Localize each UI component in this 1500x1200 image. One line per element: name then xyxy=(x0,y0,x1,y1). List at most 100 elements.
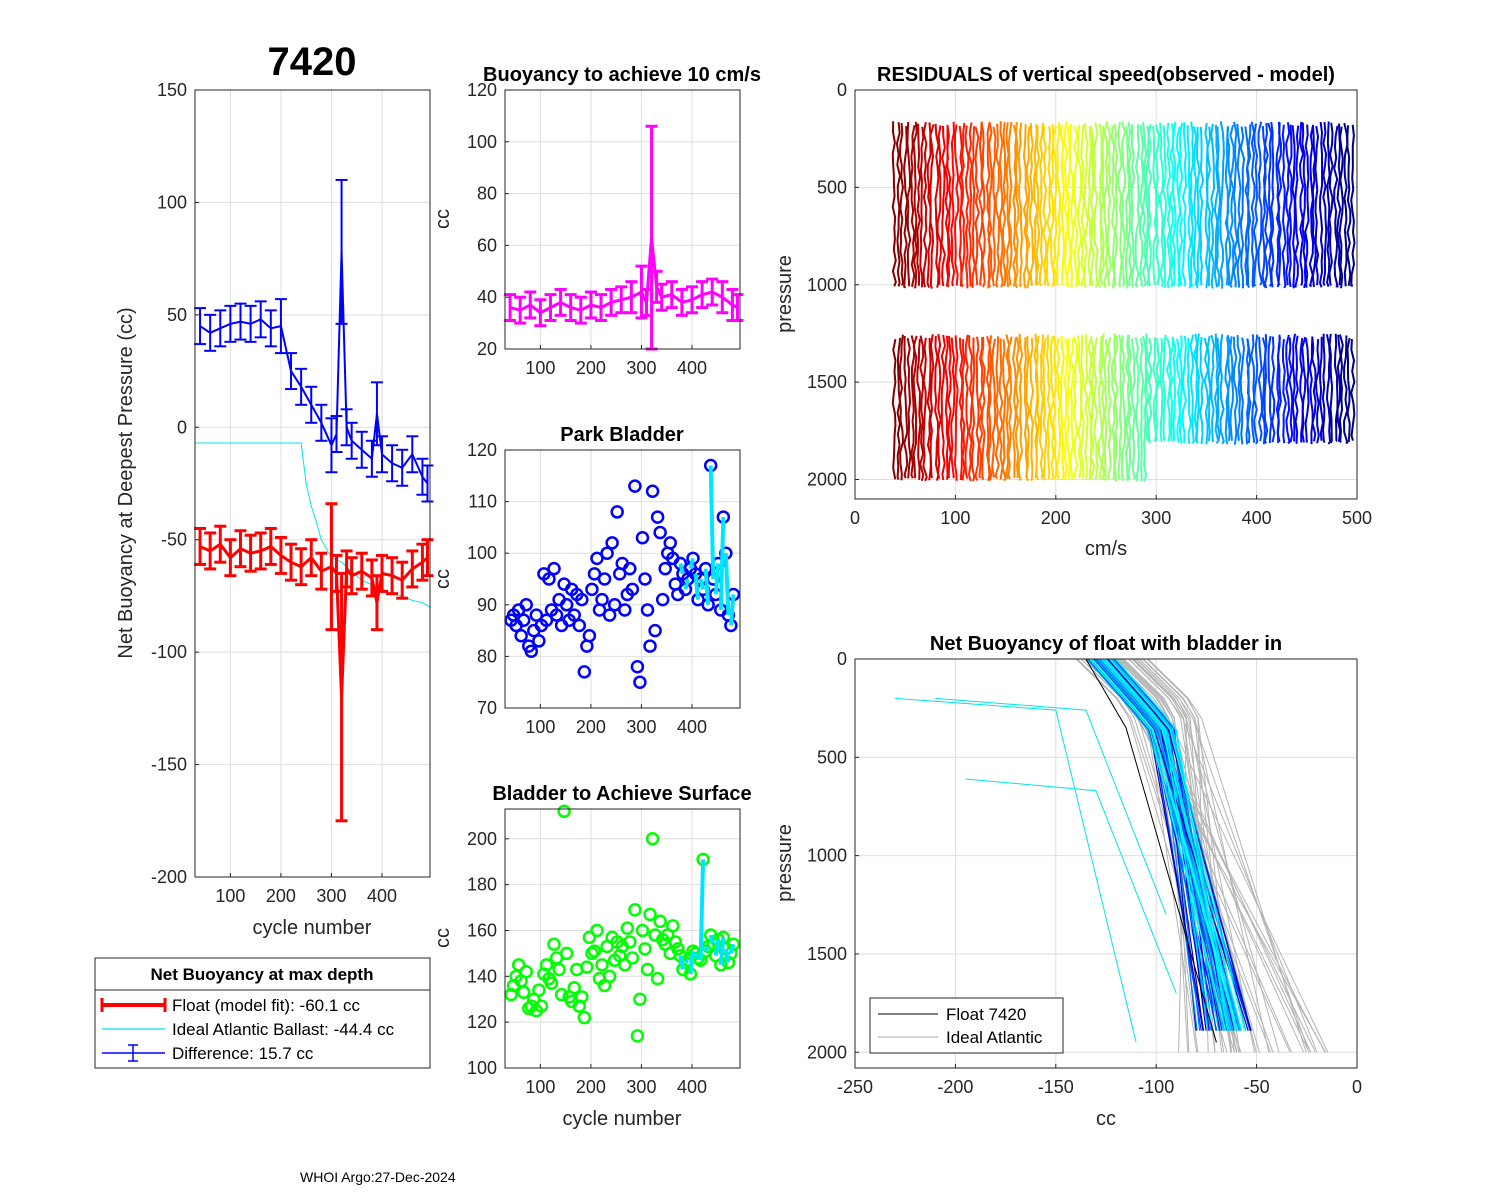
residual-profile xyxy=(1350,124,1356,287)
residual-profile xyxy=(1338,126,1344,289)
park-bladder-point xyxy=(514,629,528,643)
y-tick-label: 140 xyxy=(467,966,497,986)
residual-profile xyxy=(934,335,940,481)
float-model-fit-errorbar xyxy=(224,538,237,578)
park-bladder-point xyxy=(650,510,665,524)
residual-profile xyxy=(1093,337,1099,481)
difference-errorbar xyxy=(285,352,298,391)
residual-profile xyxy=(1106,337,1112,480)
y-tick-label: -50 xyxy=(161,530,187,550)
difference-errorbar xyxy=(340,408,353,447)
bladder-surface-point xyxy=(635,923,650,938)
profile-ylabel: pressure xyxy=(774,824,796,902)
park-bladder-point xyxy=(577,665,592,679)
buoyancy-10cms-errorbar xyxy=(514,295,527,325)
ideal-profile xyxy=(1132,658,1280,1053)
y-tick-label: 110 xyxy=(468,492,497,512)
residual-profile xyxy=(1219,121,1225,289)
residual-profile xyxy=(1281,339,1287,444)
residual-profile xyxy=(1139,337,1145,482)
float-model-fit-errorbar xyxy=(234,529,247,569)
residual-profile xyxy=(1042,126,1048,286)
residual-profile xyxy=(1294,335,1299,444)
residual-profile xyxy=(1159,122,1165,288)
residual-profile xyxy=(1216,337,1221,442)
residual-profile xyxy=(1318,121,1324,288)
park-bladder-point xyxy=(653,525,667,540)
legend-title: Net Buoyancy at max depth xyxy=(151,965,374,984)
park-bladder-point xyxy=(610,505,624,519)
bladder-surface-point xyxy=(640,962,655,977)
residual-profile xyxy=(910,335,916,479)
net-buoyancy-axes-bg xyxy=(195,90,430,877)
bladder-surface-recent-segment xyxy=(684,958,690,965)
x-tick-label: 0 xyxy=(1352,1077,1362,1097)
buoyancy-10cms-errorbar xyxy=(615,285,628,315)
residual-profile xyxy=(994,123,1000,288)
residual-profile xyxy=(1120,121,1126,287)
residual-profile xyxy=(1338,334,1344,444)
bladder-surface-point xyxy=(539,958,554,972)
residual-profile xyxy=(1154,124,1161,286)
difference-errorbar xyxy=(375,435,388,474)
residual-profile xyxy=(1308,124,1315,288)
park-bladder-point xyxy=(516,613,531,628)
x-tick-label: 100 xyxy=(215,886,245,906)
residual-profile xyxy=(1073,336,1079,479)
park-bladder-point xyxy=(600,546,614,560)
bladder-surface-point xyxy=(511,958,526,972)
buoyancy-ylabel: cc xyxy=(432,209,454,229)
difference-errorbar xyxy=(315,403,328,442)
park-bladder-point xyxy=(623,561,637,576)
bladder-surface-panel: 100 200 300 400 200 180 160 140 120 100 Bladder t… xyxy=(432,783,752,1130)
bladder-surface-recent-segment xyxy=(703,945,710,953)
park-bladder-point xyxy=(585,582,599,597)
residual-profile xyxy=(987,121,993,288)
buoyancy-10cms-errorbar xyxy=(534,298,547,328)
bladder-surface-point xyxy=(671,942,685,956)
residual-profile xyxy=(1117,121,1123,288)
residual-profile xyxy=(1250,121,1256,288)
residual-profile xyxy=(1159,338,1164,443)
residual-profile xyxy=(919,335,925,481)
park-ticks: 100 200 300 400 120 110 100 90 80 70 xyxy=(467,440,707,737)
y-tick-label: 90 xyxy=(477,595,497,615)
residual-profile xyxy=(1267,335,1273,444)
difference-errorbar xyxy=(421,464,434,503)
residual-profile xyxy=(895,122,901,287)
surface-axes-box xyxy=(504,808,741,1069)
float-profile xyxy=(1100,658,1204,1031)
y-tick-label: 0 xyxy=(837,80,847,100)
bladder-surface-point xyxy=(633,992,647,1006)
x-tick-label: 200 xyxy=(576,717,606,737)
residual-profile xyxy=(1276,122,1283,286)
float-7420-line xyxy=(1085,658,1217,1043)
x-tick-label: 100 xyxy=(525,358,555,378)
residual-profile xyxy=(1232,121,1239,288)
buoyancy-marks xyxy=(504,124,744,351)
float-model-fit-errorbar xyxy=(254,531,267,571)
difference-errorbar xyxy=(194,307,207,346)
park-bladder-point xyxy=(597,572,612,586)
x-tick-label: 200 xyxy=(576,1077,606,1097)
y-tick-label: 80 xyxy=(477,646,497,666)
profile-title: Net Buoyancy of float with bladder in xyxy=(930,633,1282,655)
bladder-surface-point xyxy=(628,903,642,917)
buoyancy-10cms-errorbar xyxy=(554,287,567,317)
bladder-surface-recent-segment xyxy=(693,952,700,959)
residual-profile xyxy=(1304,337,1310,443)
residual-profile xyxy=(1141,122,1148,287)
x-tick-label: 300 xyxy=(626,1077,656,1097)
float-model-fit-errorbar xyxy=(396,560,409,600)
park-bladder-point xyxy=(602,608,617,622)
bladder-surface-recent-segment xyxy=(688,950,695,975)
residual-profile xyxy=(1210,334,1216,443)
bladder-surface-point xyxy=(559,946,574,961)
residual-profile xyxy=(1291,333,1297,442)
buoyancy-10cms-errorbar xyxy=(595,293,608,323)
difference-errorbar xyxy=(204,313,217,352)
net-buoyancy-profile-panel: -250 -200 -150 -100 -50 0 0 500 1000 1500 2000 Net… xyxy=(774,633,1362,1130)
park-bladder-point xyxy=(542,572,556,586)
profile-xlabel: cc xyxy=(1096,1108,1116,1130)
x-tick-label: -50 xyxy=(1244,1077,1270,1097)
